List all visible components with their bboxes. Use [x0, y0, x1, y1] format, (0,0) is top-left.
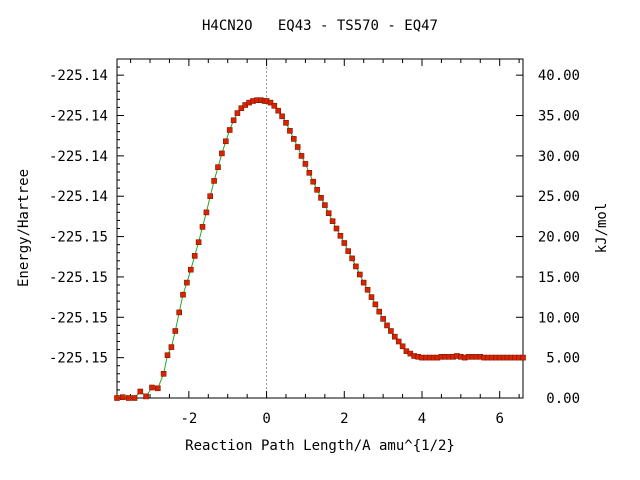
data-point	[333, 225, 340, 232]
y-axis-label-right: kJ/mol	[594, 202, 610, 254]
y-left-tick-label: -225.15	[49, 270, 108, 286]
data-point	[520, 354, 526, 361]
data-point	[188, 266, 194, 273]
x-tick-label: 0	[262, 411, 270, 427]
data-point	[294, 144, 301, 150]
data-point	[380, 316, 386, 322]
data-point	[310, 178, 317, 185]
data-point	[226, 127, 233, 133]
x-tick-label: 4	[418, 411, 426, 427]
data-point	[360, 279, 367, 286]
y-right-tick-label: 0.00	[546, 391, 580, 407]
plot-frame	[116, 58, 524, 399]
y-right-tick-label: 30.00	[538, 149, 580, 165]
data-point	[391, 333, 398, 340]
chart-title: H4CN2O EQ43 - TS570 - EQ47	[201, 18, 438, 34]
y-right-tick-label: 20.00	[538, 230, 580, 246]
data-point	[143, 393, 149, 400]
y-right-tick-label: 10.00	[538, 310, 580, 326]
data-point	[290, 136, 297, 142]
tick-layer: -2 0 2 4 6 -225.14 -225.14 -225.14 -225.14 -225.1…	[49, 58, 580, 427]
data-point	[356, 271, 363, 278]
data-point	[172, 328, 179, 334]
data-point	[195, 239, 202, 245]
data-point	[388, 328, 394, 334]
data-point	[322, 202, 328, 208]
y-left-tick-label: -225.14	[49, 109, 108, 125]
data-point	[341, 240, 348, 246]
series-layer	[114, 97, 526, 401]
data-point	[318, 195, 324, 201]
data-point	[191, 253, 198, 259]
data-point	[215, 164, 221, 170]
y-right-tick-label: 35.00	[538, 109, 580, 125]
data-point	[137, 388, 144, 395]
data-point	[298, 153, 305, 159]
data-point	[238, 105, 245, 111]
data-point	[376, 308, 383, 315]
data-point	[131, 395, 138, 401]
data-point	[399, 343, 406, 350]
data-point	[120, 394, 126, 401]
data-point	[271, 103, 278, 109]
data-point	[155, 385, 161, 392]
data-point	[180, 291, 186, 298]
y-axis-label-left: Energy/Hartree	[16, 168, 32, 288]
data-point	[219, 150, 225, 157]
y-right-tick-label: 15.00	[538, 270, 580, 286]
data-point	[395, 338, 402, 345]
y-left-tick-label: -225.14	[49, 189, 108, 205]
data-point	[223, 138, 229, 145]
data-point	[234, 110, 241, 116]
y-right-tick-label: 25.00	[538, 189, 580, 205]
series-line	[116, 99, 523, 399]
data-point	[125, 395, 132, 401]
data-point	[314, 187, 320, 193]
y-left-tick-label: -225.15	[49, 310, 108, 326]
data-point	[184, 279, 190, 286]
data-point	[168, 344, 175, 350]
data-point	[349, 255, 355, 262]
y-right-tick-label: 40.00	[538, 68, 580, 84]
x-tick-label: -2	[180, 411, 197, 427]
data-point	[203, 209, 210, 216]
data-point	[211, 178, 217, 184]
data-point	[372, 301, 379, 308]
data-point	[160, 370, 167, 377]
y-left-tick-label: -225.14	[49, 149, 108, 165]
data-point	[345, 248, 352, 254]
data-point	[164, 352, 171, 359]
data-point	[306, 170, 313, 176]
data-point	[368, 294, 375, 300]
y-right-tick-label: 5.00	[546, 351, 580, 367]
y-left-tick-label: -225.14	[49, 68, 108, 84]
data-point	[283, 120, 289, 126]
data-point	[207, 193, 213, 199]
data-point	[114, 395, 120, 401]
data-point	[325, 210, 332, 216]
y-left-tick-label: -225.15	[49, 351, 108, 367]
data-point	[267, 99, 274, 106]
data-point	[353, 263, 359, 270]
x-tick-label: 2	[340, 411, 348, 427]
data-point	[329, 218, 336, 224]
data-point	[199, 224, 206, 230]
data-point	[279, 113, 285, 120]
data-point	[176, 309, 182, 316]
data-point	[275, 107, 282, 114]
data-point	[149, 384, 155, 391]
y-left-tick-label: -225.15	[49, 230, 108, 246]
data-point	[230, 117, 237, 124]
data-point	[287, 128, 293, 134]
x-axis-label: Reaction Path Length/A amu^{1/2}	[185, 438, 455, 454]
data-point	[337, 233, 344, 239]
data-point	[364, 286, 371, 293]
data-point	[384, 322, 390, 329]
data-point	[302, 161, 309, 167]
x-tick-label: 6	[495, 411, 503, 427]
